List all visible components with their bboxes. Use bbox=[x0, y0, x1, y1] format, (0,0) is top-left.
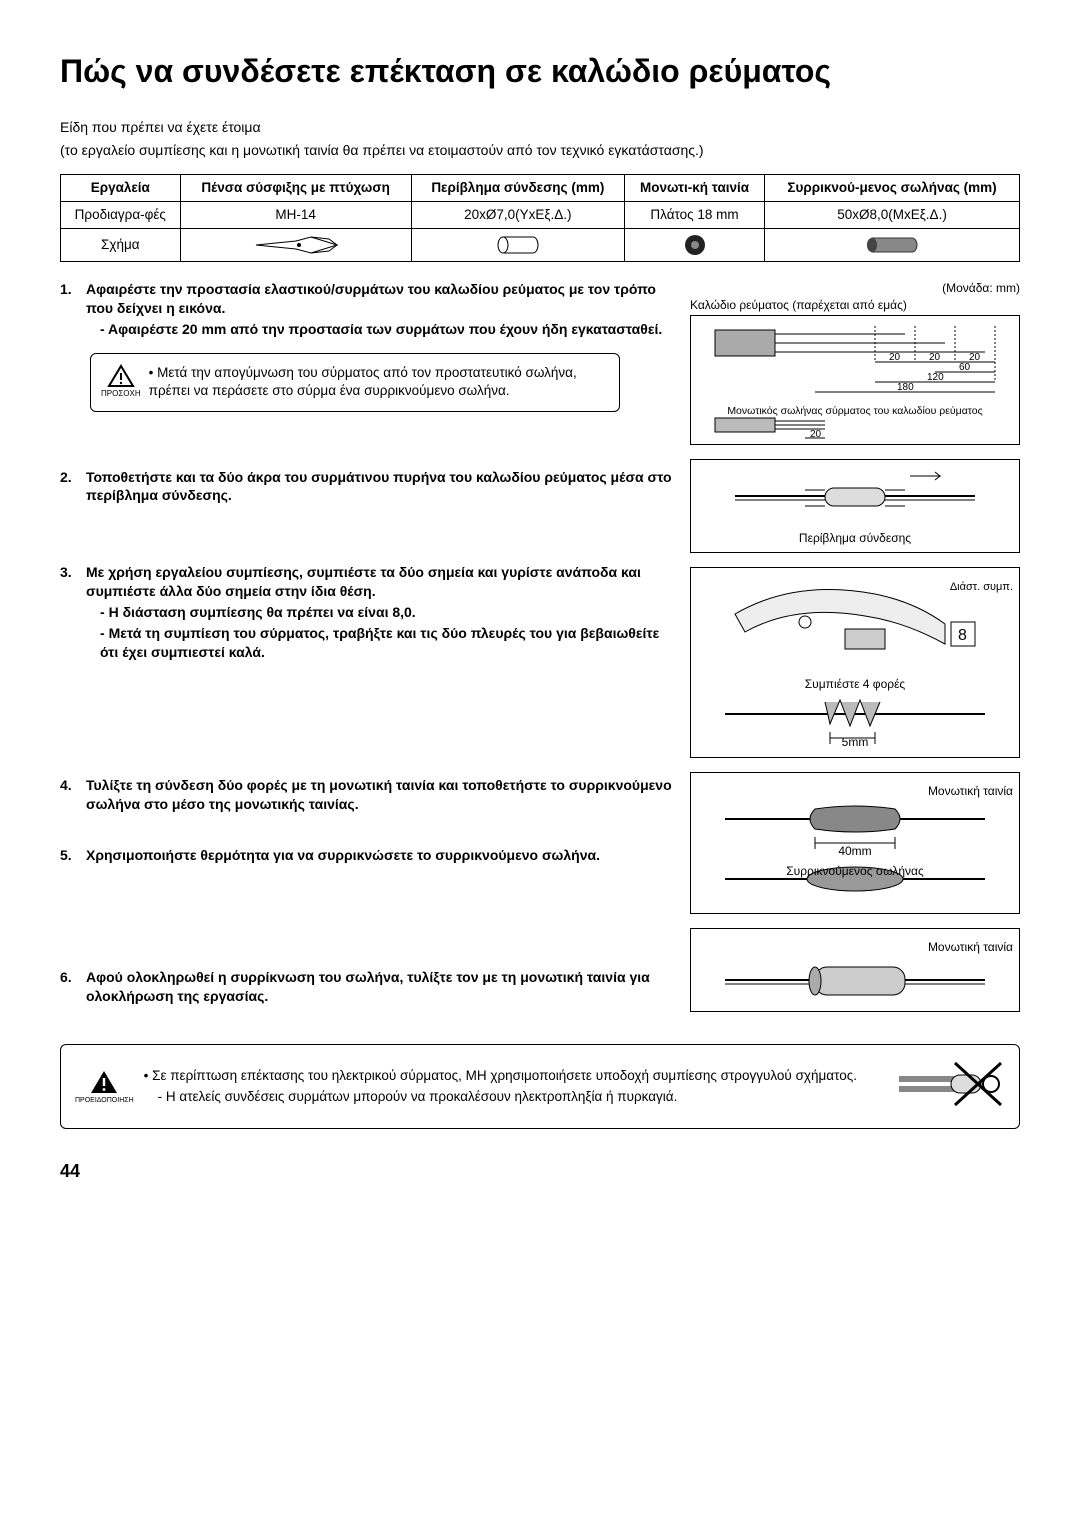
shape-tape-icon bbox=[625, 229, 765, 262]
shape-pliers-icon bbox=[180, 229, 411, 262]
shape-sleeve-icon bbox=[411, 229, 624, 262]
step-3-sub0: Η διάσταση συμπίεσης θα πρέπει να είναι … bbox=[100, 603, 678, 622]
fig3-label1: Διάστ. συμπ. bbox=[950, 580, 1013, 595]
fig1-bottom-caption: Μονωτικός σωλήνας σύρματος του καλωδίου … bbox=[695, 404, 1015, 418]
td-spec-1: 20xØ7,0(ΥxΕξ.Δ.) bbox=[411, 202, 624, 229]
svg-text:8: 8 bbox=[958, 627, 967, 644]
th-sleeve: Περίβλημα σύνδεσης (mm) bbox=[411, 174, 624, 201]
shape-shrink-icon bbox=[765, 229, 1020, 262]
svg-text:60: 60 bbox=[959, 362, 971, 373]
fig2-label: Περίβλημα σύνδεσης bbox=[697, 530, 1013, 546]
warning-label: ΠΡΟΕΙΔΟΠΟΙΗΣΗ bbox=[75, 1097, 134, 1104]
steps-column: 1. Αφαιρέστε την προστασία ελαστικού/συρ… bbox=[60, 280, 678, 1026]
tools-table: Εργαλεία Πένσα σύσφιξης με πτύχωση Περίβ… bbox=[60, 174, 1020, 262]
step-num: 2. bbox=[60, 468, 86, 506]
step-1-title: Αφαιρέστε την προστασία ελαστικού/συρμάτ… bbox=[86, 280, 678, 318]
step-5-title: Χρησιμοποιήστε θερμότητα για να συρρικνώ… bbox=[86, 846, 678, 865]
td-spec-2: Πλάτος 18 mm bbox=[625, 202, 765, 229]
step-num: 4. bbox=[60, 776, 86, 814]
fig3-label2: Συμπιέστε 4 φορές bbox=[697, 676, 1013, 692]
caution-label: ΠΡΟΣΟΧΗ bbox=[101, 390, 141, 398]
step-5: 5. Χρησιμοποιήστε θερμότητα για να συρρι… bbox=[60, 846, 678, 865]
warning-text: Σε περίπτωση επέκτασης του ηλεκτρικού σύ… bbox=[152, 1068, 857, 1083]
svg-text:20: 20 bbox=[929, 352, 941, 363]
warning-box: ΠΡΟΕΙΔΟΠΟΙΗΣΗ • Σε περίπτωση επέκτασης τ… bbox=[60, 1044, 1020, 1129]
step-3: 3. Με χρήση εργαλείου συμπίεσης, συμπιέσ… bbox=[60, 563, 678, 661]
fig4: Μονωτική ταινία 40mm Συρρικνούμενος σωλή… bbox=[690, 772, 1020, 915]
step-1-sub: Αφαιρέστε 20 mm από την προστασία των συ… bbox=[100, 320, 678, 339]
td-spec-0: MH-14 bbox=[180, 202, 411, 229]
fig3-dim: 5mm bbox=[697, 734, 1013, 750]
step-6: 6. Αφού ολοκληρωθεί η συρρίκνωση του σωλ… bbox=[60, 968, 678, 1006]
th-shrink: Συρρικνού-μενος σωλήνας (mm) bbox=[765, 174, 1020, 201]
step-2: 2. Τοποθετήστε και τα δύο άκρα του συρμά… bbox=[60, 468, 678, 506]
step-2-title: Τοποθετήστε και τα δύο άκρα του συρμάτιν… bbox=[86, 468, 678, 506]
step-1: 1. Αφαιρέστε την προστασία ελαστικού/συρ… bbox=[60, 280, 678, 339]
td-spec-label: Προδιαγρα-φές bbox=[61, 202, 181, 229]
th-tape: Μονωτι-κή ταινία bbox=[625, 174, 765, 201]
page-number: 44 bbox=[60, 1159, 1020, 1183]
step-6-title: Αφού ολοκληρωθεί η συρρίκνωση του σωλήνα… bbox=[86, 968, 678, 1006]
warning-triangle-icon bbox=[89, 1069, 119, 1095]
th-tools: Εργαλεία bbox=[61, 174, 181, 201]
svg-text:120: 120 bbox=[927, 372, 944, 383]
step-num: 3. bbox=[60, 563, 86, 661]
svg-text:20: 20 bbox=[810, 429, 822, 440]
fig1: 20 20 20 60 120 180 20 Μονωτικός σωλήνας… bbox=[690, 315, 1020, 445]
svg-text:20: 20 bbox=[969, 352, 981, 363]
caution-text: Μετά την απογύμνωση του σύρματος από τον… bbox=[149, 364, 607, 400]
caution-box: ΠΡΟΣΟΧΗ Μετά την απογύμνωση του σύρματος… bbox=[90, 353, 620, 411]
th-pliers: Πένσα σύσφιξης με πτύχωση bbox=[180, 174, 411, 201]
page-title: Πώς να συνδέσετε επέκταση σε καλώδιο ρεύ… bbox=[60, 50, 1020, 93]
svg-text:180: 180 bbox=[897, 382, 914, 393]
td-spec-3: 50xØ8,0(ΜxΕξ.Δ.) bbox=[765, 202, 1020, 229]
step-num: 1. bbox=[60, 280, 86, 339]
fig4-dim: 40mm bbox=[697, 843, 1013, 859]
step-num: 5. bbox=[60, 846, 86, 865]
td-shape-label: Σχήμα bbox=[61, 229, 181, 262]
fig1-top-caption: Καλώδιο ρεύματος (παρέχεται από εμάς) bbox=[690, 297, 1020, 313]
warning-sub: Η ατελείς συνδέσεις συρμάτων μπορούν να … bbox=[158, 1088, 895, 1106]
figures-column: (Μονάδα: mm) Καλώδιο ρεύματος (παρέχεται… bbox=[690, 280, 1020, 1026]
warning-triangle-icon bbox=[107, 364, 135, 388]
fig1-unit: (Μονάδα: mm) bbox=[690, 280, 1020, 296]
fig3: 8 Διάστ. συμπ. Συμπιέστε 4 φορές 5mm bbox=[690, 567, 1020, 757]
step-4: 4. Τυλίξτε τη σύνδεση δύο φορές με τη μο… bbox=[60, 776, 678, 814]
no-round-terminal-icon bbox=[895, 1057, 1005, 1116]
fig4-label1: Μονωτική ταινία bbox=[697, 783, 1013, 799]
svg-text:20: 20 bbox=[889, 352, 901, 363]
step-4-title: Τυλίξτε τη σύνδεση δύο φορές με τη μονωτ… bbox=[86, 776, 678, 814]
step-num: 6. bbox=[60, 968, 86, 1006]
step-3-sub1: Μετά τη συμπίεση του σύρματος, τραβήξτε … bbox=[100, 624, 678, 662]
intro-line-2: (το εργαλείο συμπίεσης και η μονωτική τα… bbox=[60, 141, 1020, 160]
fig2: Περίβλημα σύνδεσης bbox=[690, 459, 1020, 553]
intro-line-1: Είδη που πρέπει να έχετε έτοιμα bbox=[60, 118, 1020, 137]
fig5: Μονωτική ταινία bbox=[690, 928, 1020, 1012]
step-3-title: Με χρήση εργαλείου συμπίεσης, συμπιέστε … bbox=[86, 563, 678, 601]
fig4-label2: Συρρικνούμενος σωλήνας bbox=[697, 863, 1013, 879]
fig5-label: Μονωτική ταινία bbox=[697, 939, 1013, 955]
